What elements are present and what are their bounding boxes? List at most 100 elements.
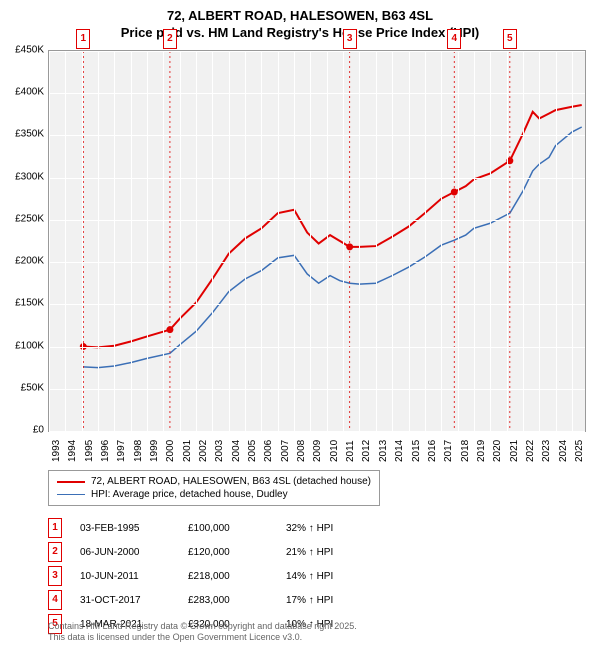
footer-text: Contains HM Land Registry data © Crown c… [48,621,357,644]
gridline-v [114,51,115,431]
title-line1: 72, ALBERT ROAD, HALESOWEN, B63 4SL [0,8,600,25]
xtick-label: 2012 [361,440,372,462]
sale-row: 4 31-OCT-2017 £283,000 17% ↑ HPI [48,588,376,612]
gridline-v [572,51,573,431]
gridline-v [409,51,410,431]
xtick-label: 2002 [198,440,209,462]
gridline-v [98,51,99,431]
gridline-v [327,51,328,431]
sale-date: 10-JUN-2011 [80,571,170,582]
legend-row: 72, ALBERT ROAD, HALESOWEN, B63 4SL (det… [57,475,371,488]
xtick-label: 2008 [296,440,307,462]
xtick-label: 2004 [231,440,242,462]
ytick-label: £100K [0,340,44,351]
sale-price: £283,000 [188,595,268,606]
ytick-label: £0 [0,425,44,436]
sale-row: 3 10-JUN-2011 £218,000 14% ↑ HPI [48,564,376,588]
xtick-label: 2017 [443,440,454,462]
gridline-v [490,51,491,431]
gridline-h [49,178,585,179]
xtick-label: 2018 [460,440,471,462]
sale-marker: 5 [503,29,517,49]
sale-price: £218,000 [188,571,268,582]
gridline-v [245,51,246,431]
ytick-label: £300K [0,171,44,182]
xtick-label: 2009 [312,440,323,462]
ytick-label: £350K [0,129,44,140]
gridline-h [49,262,585,263]
xtick-label: 1997 [116,440,127,462]
legend-label: 72, ALBERT ROAD, HALESOWEN, B63 4SL (det… [91,476,371,487]
xtick-label: 1999 [149,440,160,462]
gridline-h [49,304,585,305]
xtick-label: 2019 [476,440,487,462]
gridline-v [474,51,475,431]
sale-pct: 17% ↑ HPI [286,595,376,606]
xtick-label: 2003 [214,440,225,462]
sale-date: 31-OCT-2017 [80,595,170,606]
legend-row: HPI: Average price, detached house, Dudl… [57,488,371,501]
gridline-v [278,51,279,431]
sale-row: 103-FEB-1995£100,00032% ↑ HPI [48,516,376,540]
xtick-label: 1995 [84,440,95,462]
ytick-label: £450K [0,45,44,56]
gridline-v [294,51,295,431]
sale-pct: 14% ↑ HPI [286,571,376,582]
xtick-label: 2001 [182,440,193,462]
gridline-v [163,51,164,431]
ytick-label: £150K [0,298,44,309]
xtick-label: 2021 [509,440,520,462]
sale-marker: 3 [343,29,357,49]
gridline-v [343,51,344,431]
gridline-v [82,51,83,431]
xtick-label: 2007 [280,440,291,462]
xtick-label: 2023 [541,440,552,462]
sale-marker: 1 [76,29,90,49]
xtick-label: 1998 [133,440,144,462]
gridline-v [458,51,459,431]
sale-marker: 4 [447,29,461,49]
sale-row: 2 06-JUN-2000 £120,000 21% ↑ HPI [48,540,376,564]
sale-price: £120,000 [188,547,268,558]
gridline-v [131,51,132,431]
sales-table: 103-FEB-1995£100,00032% ↑ HPI2 06-JUN-200… [48,516,376,636]
gridline-v [539,51,540,431]
gridline-h [49,135,585,136]
sale-row-marker: 4 [48,590,62,610]
chart-svg [49,51,585,431]
gridline-v [359,51,360,431]
legend-box: 72, ALBERT ROAD, HALESOWEN, B63 4SL (det… [48,470,380,506]
xtick-label: 2011 [345,440,356,462]
gridline-h [49,389,585,390]
sale-dot [166,326,173,333]
ytick-label: £250K [0,213,44,224]
xtick-label: 2005 [247,440,258,462]
gridline-v [229,51,230,431]
xtick-label: 2006 [263,440,274,462]
gridline-v [261,51,262,431]
gridline-h [49,51,585,52]
xtick-label: 2014 [394,440,405,462]
sale-dot [346,243,353,250]
sale-marker: 2 [163,29,177,49]
xtick-label: 2024 [558,440,569,462]
sale-pct: 21% ↑ HPI [286,547,376,558]
xtick-label: 1994 [67,440,78,462]
sale-row-marker: 3 [48,566,62,586]
ytick-label: £200K [0,256,44,267]
sale-row-marker: 1 [48,518,62,538]
gridline-v [212,51,213,431]
legend-swatch [57,481,85,483]
sale-date: 06-JUN-2000 [80,547,170,558]
sale-row-marker: 2 [48,542,62,562]
gridline-h [49,347,585,348]
sale-price: £100,000 [188,523,268,534]
xtick-label: 2000 [165,440,176,462]
footer-line2: This data is licensed under the Open Gov… [48,632,357,644]
gridline-h [49,93,585,94]
xtick-label: 1996 [100,440,111,462]
chart-plot-area: 12345 [48,50,586,432]
xtick-label: 2020 [492,440,503,462]
xtick-label: 2025 [574,440,585,462]
ytick-label: £400K [0,87,44,98]
